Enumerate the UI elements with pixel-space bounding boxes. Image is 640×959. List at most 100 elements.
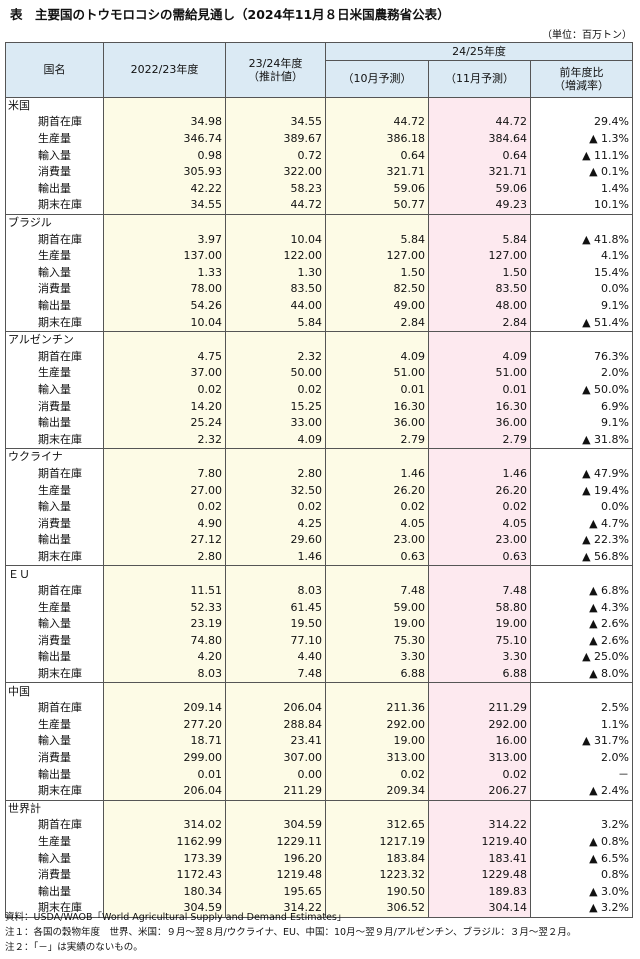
empty-cell [103, 448, 226, 466]
cell: 314.02 [103, 817, 226, 834]
data-row: 生産量 27.00 32.50 26.20 26.20 ▲ 19.4% [5, 482, 633, 499]
cell: 321.71 [325, 163, 429, 181]
cell: 1.1% [530, 716, 633, 734]
row-label: 輸出量 [5, 180, 104, 198]
cell: 59.06 [428, 180, 531, 198]
cell: 4.90 [103, 515, 226, 533]
data-row: 輸入量 23.19 19.50 19.00 19.00 ▲ 2.6% [5, 616, 633, 633]
row-label: 輸入量 [5, 264, 104, 282]
row-label: 期末在庫 [5, 782, 104, 801]
cell: 0.02 [225, 381, 326, 399]
cell: 137.00 [103, 247, 226, 265]
cell: 26.20 [325, 482, 429, 499]
data-row: 期末在庫 206.04 211.29 209.34 206.27 ▲ 2.4% [5, 782, 633, 801]
group-row: アルゼンチン [5, 330, 633, 349]
cell: 0.01 [428, 381, 531, 399]
cell: 7.80 [103, 465, 226, 483]
cell: 7.48 [225, 665, 326, 684]
cell: ▲ 4.3% [530, 599, 633, 616]
cell: 51.00 [428, 365, 531, 382]
cell: 49.23 [428, 197, 531, 215]
row-label: 消費量 [5, 632, 104, 650]
cell: 1.50 [325, 264, 429, 282]
cell: 7.48 [428, 582, 531, 600]
cell: 5.84 [325, 231, 429, 248]
data-row: 期末在庫 2.80 1.46 0.63 0.63 ▲ 56.8% [5, 548, 633, 567]
cell: 82.50 [325, 281, 429, 298]
cell: 321.71 [428, 163, 531, 181]
cell: 59.00 [325, 599, 429, 616]
empty-cell [225, 682, 326, 700]
header-cell: 24/25年度 [325, 42, 633, 61]
cell: 1172.43 [103, 866, 226, 884]
cell: 1.46 [428, 465, 531, 483]
cell: 3.97 [103, 231, 226, 248]
empty-cell [103, 682, 226, 700]
cell: 0.02 [325, 766, 429, 783]
row-label: 期首在庫 [5, 582, 104, 600]
cell: ▲ 31.8% [530, 431, 633, 450]
empty-cell [428, 682, 531, 700]
row-label: 生産量 [5, 833, 104, 851]
empty-cell [428, 96, 531, 115]
cell: 58.80 [428, 599, 531, 616]
cell: 34.98 [103, 114, 226, 131]
cell: 54.26 [103, 297, 226, 315]
cell: 314.22 [225, 900, 326, 918]
cell: 2.84 [325, 314, 429, 332]
cell: 4.09 [225, 431, 326, 450]
row-label: 消費量 [5, 281, 104, 298]
cell: 209.34 [325, 782, 429, 801]
cell: 173.39 [103, 850, 226, 867]
data-row: 消費量 74.80 77.10 75.30 75.10 ▲ 2.6% [5, 632, 633, 650]
cell: 389.67 [225, 130, 326, 148]
row-label: 輸入量 [5, 147, 104, 164]
cell: 0.02 [103, 381, 226, 399]
cell: 59.06 [325, 180, 429, 198]
group-row: ウクライナ [5, 448, 633, 466]
cell: 1219.48 [225, 866, 326, 884]
data-row: 生産量 277.20 288.84 292.00 292.00 1.1% [5, 716, 633, 734]
cell: 14.20 [103, 398, 226, 415]
data-row: 期首在庫 314.02 304.59 312.65 314.22 3.2% [5, 817, 633, 834]
cell: 23.19 [103, 616, 226, 633]
cell: 0.01 [103, 766, 226, 783]
data-row: 輸出量 4.20 4.40 3.30 3.30 ▲ 25.0% [5, 649, 633, 666]
empty-cell [428, 799, 531, 818]
data-row: 輸出量 42.22 58.23 59.06 59.06 1.4% [5, 180, 633, 198]
data-row: 期首在庫 3.97 10.04 5.84 5.84 ▲ 41.8% [5, 231, 633, 248]
cell: 183.84 [325, 850, 429, 867]
cell: 2.79 [325, 431, 429, 450]
cell: ▲ 31.7% [530, 733, 633, 750]
cell: ▲ 22.3% [530, 532, 633, 549]
empty-cell [225, 799, 326, 818]
empty-cell [103, 213, 226, 232]
cell: 37.00 [103, 365, 226, 382]
cell: 34.55 [225, 114, 326, 131]
data-row: 期末在庫 10.04 5.84 2.84 2.84 ▲ 51.4% [5, 314, 633, 332]
cell: ▲ 2.6% [530, 632, 633, 650]
cell: 2.80 [225, 465, 326, 483]
data-row: 生産量 52.33 61.45 59.00 58.80 ▲ 4.3% [5, 599, 633, 616]
data-row: 輸入量 0.02 0.02 0.02 0.02 0.0% [5, 498, 633, 516]
note: 注１：各国の穀物年度 世界、米国：９月～翌８月/ウクライナ、EU、中国：10月～… [5, 927, 577, 938]
data-row: 生産量 1162.99 1229.11 1217.19 1219.40 ▲ 0.8% [5, 833, 633, 851]
header-cell: （10月予測） [325, 59, 429, 98]
data-row: 消費量 305.93 322.00 321.71 321.71 ▲ 0.1% [5, 163, 633, 181]
cell: 78.00 [103, 281, 226, 298]
row-label: 輸出量 [5, 297, 104, 315]
cell: 277.20 [103, 716, 226, 734]
cell: 1.46 [325, 465, 429, 483]
row-label: 期末在庫 [5, 431, 104, 450]
cell: 36.00 [325, 414, 429, 432]
cell: 189.83 [428, 883, 531, 901]
row-label: 消費量 [5, 515, 104, 533]
row-label: 生産量 [5, 130, 104, 148]
empty-cell [225, 565, 326, 583]
row-label: 期首在庫 [5, 348, 104, 366]
cell: ▲ 0.8% [530, 833, 633, 851]
cell: 77.10 [225, 632, 326, 650]
cell: 44.00 [225, 297, 326, 315]
empty-cell [325, 213, 429, 232]
cell: 19.00 [428, 616, 531, 633]
